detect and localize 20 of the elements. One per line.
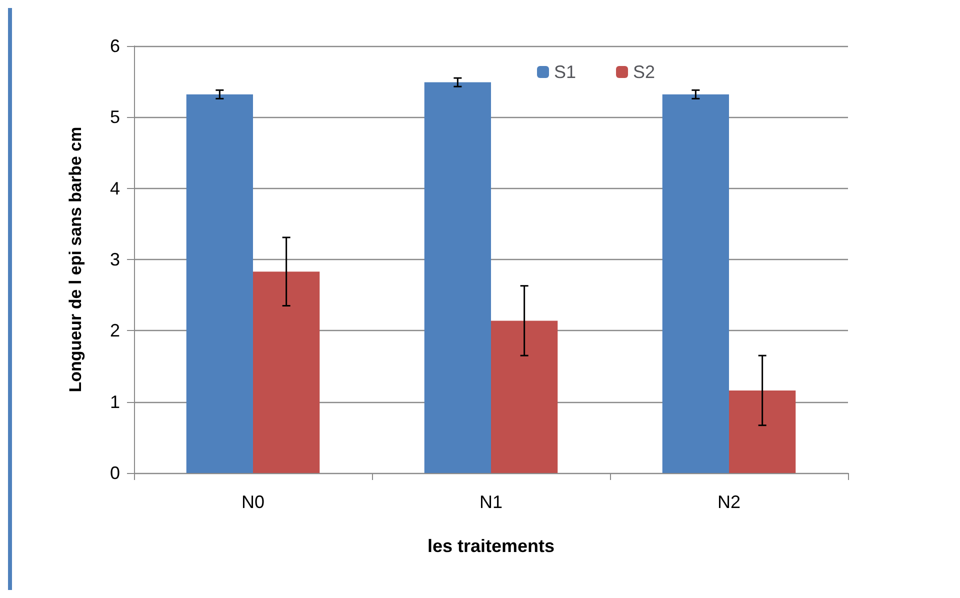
x-tick-label: N0	[241, 492, 265, 512]
y-tick-label: 2	[110, 320, 120, 341]
y-tick-label: 5	[110, 107, 120, 128]
y-tick-label: 0	[110, 463, 120, 483]
y-tick-label: 1	[110, 392, 120, 412]
bar	[424, 82, 491, 473]
y-tick-label: 6	[110, 36, 120, 56]
y-tick-label: 3	[110, 250, 120, 270]
legend-label: S2	[633, 62, 656, 82]
bar	[662, 94, 729, 473]
bar	[729, 390, 796, 473]
bar	[491, 320, 558, 473]
bar	[253, 272, 320, 473]
x-tick-label: N2	[717, 492, 741, 512]
x-tick-label: N1	[479, 492, 503, 512]
bar	[186, 94, 253, 473]
y-axis-title: Longueur de l epi sans barbe cm	[66, 126, 85, 392]
legend-label: S1	[554, 62, 576, 82]
y-tick-label: 4	[110, 178, 120, 198]
x-axis-title: les traitements	[427, 536, 555, 556]
